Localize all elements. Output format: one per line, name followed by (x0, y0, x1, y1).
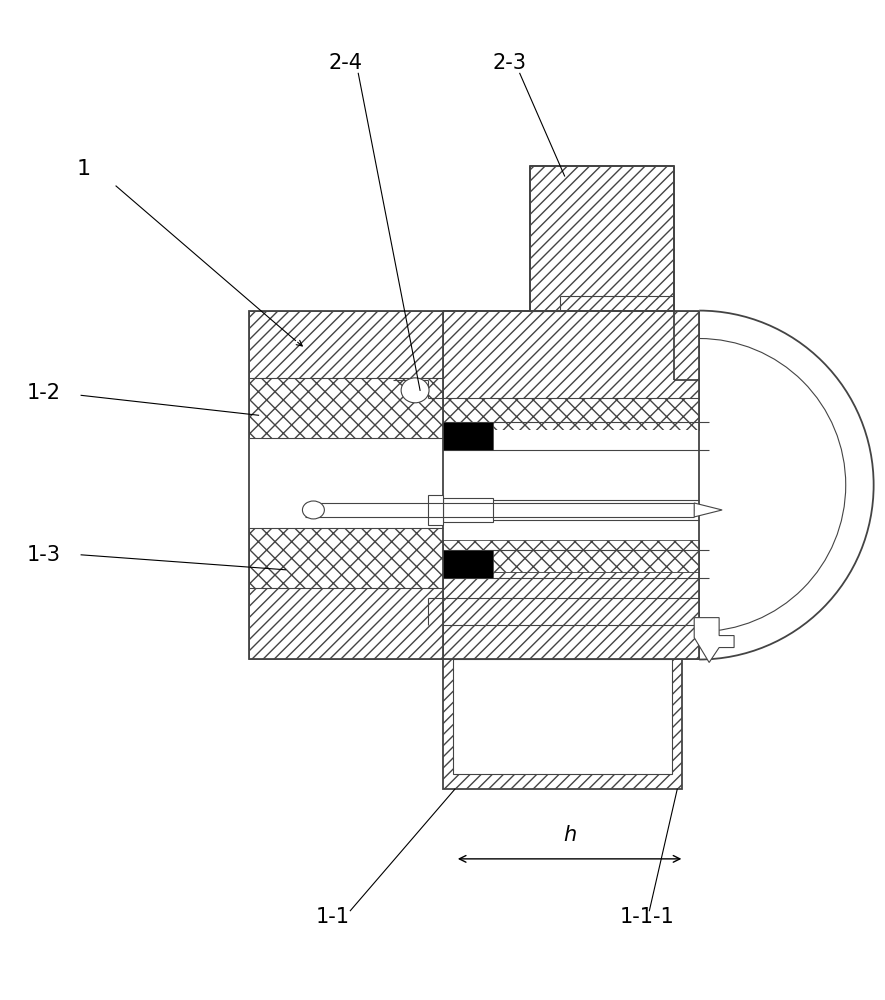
Polygon shape (694, 618, 734, 662)
Bar (443, 498, 493, 522)
Bar (530, 166, 674, 311)
Ellipse shape (303, 501, 325, 519)
Bar (428, 495, 443, 525)
Bar (443, 430, 699, 540)
Bar (249, 311, 443, 378)
Text: 1-1: 1-1 (315, 907, 350, 927)
Bar (453, 659, 673, 774)
Text: 2-4: 2-4 (328, 53, 362, 73)
Bar (249, 311, 443, 659)
Bar (443, 311, 699, 398)
Text: 1-3: 1-3 (27, 545, 60, 565)
Text: 1-1-1: 1-1-1 (620, 907, 674, 927)
Text: 2-3: 2-3 (493, 53, 527, 73)
Bar (249, 588, 443, 659)
Bar (443, 422, 493, 450)
Bar (443, 659, 682, 789)
Bar (443, 572, 699, 659)
Bar (443, 550, 493, 578)
Bar (249, 528, 443, 588)
Bar (443, 598, 699, 659)
Text: 1: 1 (76, 159, 90, 179)
Bar (305, 503, 694, 517)
Ellipse shape (401, 378, 429, 403)
Polygon shape (694, 503, 722, 517)
Text: h: h (563, 825, 576, 845)
Bar (443, 398, 699, 430)
Bar (443, 540, 699, 572)
Text: 1-2: 1-2 (27, 383, 60, 403)
Bar (249, 438, 443, 528)
Bar (249, 378, 443, 438)
